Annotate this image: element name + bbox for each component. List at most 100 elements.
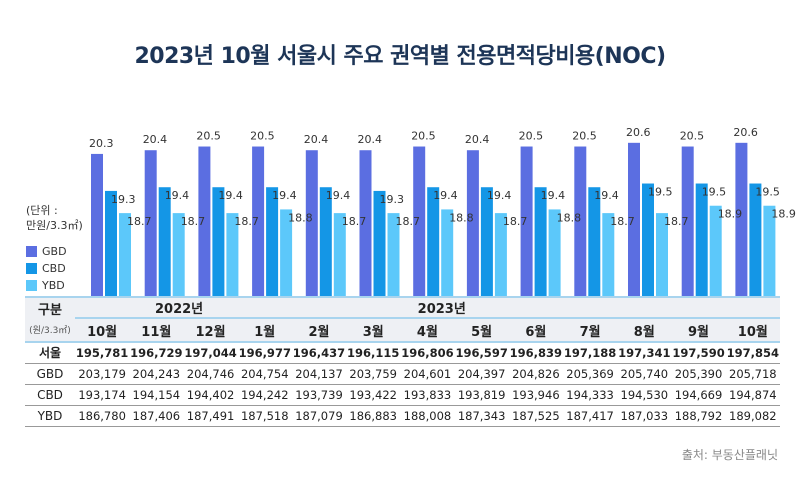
data-label: 18.7 <box>396 215 421 228</box>
table-cell: 205,740 <box>617 363 672 385</box>
legend-label: YBD <box>42 279 65 292</box>
table-cell: 193,422 <box>346 384 401 406</box>
bar-ybd <box>280 209 293 296</box>
bar-cbd <box>588 187 601 296</box>
legend-swatch <box>26 280 37 291</box>
bar-gbd <box>628 142 640 296</box>
table-cell: 187,343 <box>454 405 509 427</box>
bar-ybd <box>226 213 239 296</box>
data-label: 19.4 <box>326 189 351 202</box>
year-row: 구분 2022년 2023년 <box>25 296 780 319</box>
data-label: 20.4 <box>358 133 383 146</box>
table-cell: 187,417 <box>562 405 618 427</box>
data-label: 19.5 <box>702 186 727 199</box>
bar-ybd <box>441 209 454 296</box>
bar-gbd <box>144 150 157 296</box>
legend-item-cbd: CBD <box>26 260 67 277</box>
table-cell: 188,792 <box>671 405 726 427</box>
bar-cbd <box>373 190 386 296</box>
table-cell: 187,525 <box>508 405 563 427</box>
month-header: 8월 <box>617 318 672 343</box>
row-label: CBD <box>25 384 75 406</box>
bar-cbd <box>105 190 117 296</box>
legend-label: GBD <box>42 245 67 258</box>
data-label: 19.4 <box>165 189 190 202</box>
corner-unit: (원/3.3㎡) <box>25 318 75 343</box>
month-header: 10월 <box>725 318 780 343</box>
table-cell: 204,601 <box>400 363 455 385</box>
table-cell: 204,754 <box>237 363 292 385</box>
bar-cbd <box>534 187 547 296</box>
data-label: 19.5 <box>648 186 673 199</box>
source-note: 출처: 부동산플래닛 <box>681 448 778 462</box>
month-row: (원/3.3㎡) 10월 11월 12월 1월 2월 3월 4월 5월 6월 7월 8월 9월 10월 <box>25 318 780 343</box>
data-label: 19.5 <box>755 186 780 199</box>
data-label: 20.5 <box>411 130 436 143</box>
bar-ybd <box>763 205 776 296</box>
table-row: 서울 195,781 196,729 197,044 196,977 196,437 196… <box>25 342 780 364</box>
bar-gbd <box>359 150 372 296</box>
bar-gbd <box>91 153 103 296</box>
table-cell: 193,739 <box>291 384 347 406</box>
legend-swatch <box>26 263 37 274</box>
table-cell: 186,883 <box>346 405 401 427</box>
table-cell: 194,154 <box>129 384 184 406</box>
table-cell: 196,437 <box>291 342 347 364</box>
data-label: 18.7 <box>127 215 152 228</box>
table-cell: 203,179 <box>75 363 130 385</box>
bar-ybd <box>172 213 185 296</box>
month-header: 11월 <box>129 318 184 343</box>
month-header: 4월 <box>400 318 455 343</box>
bar-gbd <box>681 146 694 296</box>
data-label: 20.4 <box>143 133 168 146</box>
table-cell: 204,826 <box>508 363 563 385</box>
month-header: 6월 <box>508 318 563 343</box>
bar-gbd <box>252 146 265 296</box>
bar-chart: 20.3 20.4 20.5 20.5 20.4 20.4 20.5 20.4 20.5 20.5… <box>89 126 796 296</box>
table-cell: 196,806 <box>400 342 455 364</box>
table-cell: 197,590 <box>671 342 726 364</box>
bar-cbd <box>695 183 708 296</box>
month-header: 10월 <box>75 318 130 343</box>
table-cell: 197,341 <box>617 342 672 364</box>
bar-gbd <box>413 146 426 296</box>
table-cell: 194,669 <box>671 384 726 406</box>
data-label: 20.5 <box>250 130 275 143</box>
legend-item-ybd: YBD <box>26 277 67 294</box>
data-label: 20.4 <box>304 133 329 146</box>
bar-gbd <box>198 146 211 296</box>
bar-cbd <box>642 183 654 296</box>
row-label: GBD <box>25 363 75 385</box>
unit-label-line1: (단위 : <box>26 204 58 217</box>
table-cell: 196,729 <box>129 342 184 364</box>
corner-header: 구분 <box>25 296 75 318</box>
table-cell: 197,044 <box>183 342 238 364</box>
table-cell: 196,839 <box>508 342 563 364</box>
table-cell: 188,008 <box>400 405 455 427</box>
data-label: 18.7 <box>342 215 367 228</box>
data-label: 18.7 <box>503 215 528 228</box>
month-header: 3월 <box>346 318 401 343</box>
table-cell: 205,369 <box>562 363 618 385</box>
table-cell: 187,518 <box>237 405 292 427</box>
table-cell: 194,242 <box>237 384 292 406</box>
bar-cbd <box>427 187 440 296</box>
data-label: 19.4 <box>487 189 512 202</box>
table-cell: 205,718 <box>725 363 780 385</box>
table-cell: 203,759 <box>346 363 401 385</box>
bar-ybd <box>602 213 615 296</box>
bar-ybd <box>656 213 668 296</box>
data-label: 19.4 <box>272 189 297 202</box>
table-cell: 186,780 <box>75 405 130 427</box>
table-cell: 195,781 <box>75 342 130 364</box>
bar-cbd <box>749 183 762 296</box>
table-cell: 193,174 <box>75 384 130 406</box>
table-cell: 187,491 <box>183 405 238 427</box>
table-cell: 187,079 <box>291 405 347 427</box>
table-cell: 194,530 <box>617 384 672 406</box>
data-label: 19.4 <box>218 189 243 202</box>
bar-gbd <box>735 142 748 296</box>
data-label: 19.4 <box>433 189 458 202</box>
table-row: YBD 186,780 187,406 187,491 187,518 187,079 18… <box>25 405 780 427</box>
